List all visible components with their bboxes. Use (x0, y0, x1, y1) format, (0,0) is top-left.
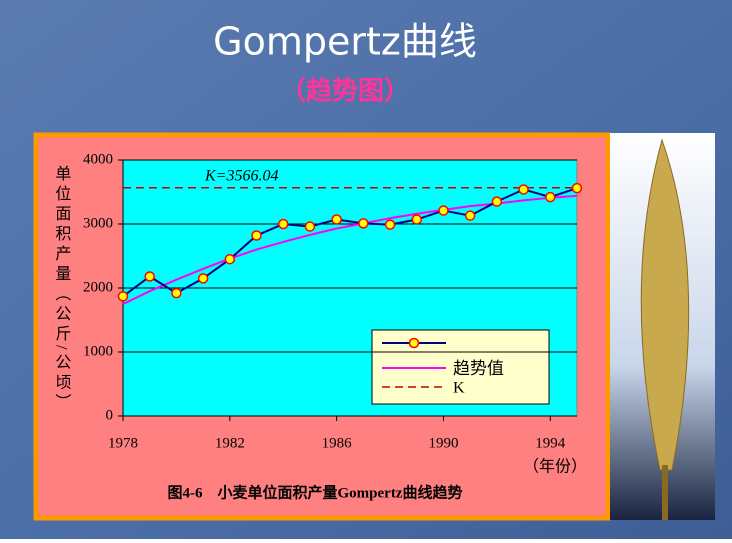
marker (464, 210, 476, 221)
marker (384, 219, 396, 230)
marker (518, 184, 529, 195)
marker (331, 214, 342, 225)
x-axis-label: （年份） (523, 458, 587, 476)
title: Gompertz曲线 (213, 20, 477, 64)
marker (545, 191, 556, 203)
marker (117, 291, 129, 302)
caption: 图4-6 小麦单位面积产量Gompertz曲线趋势 (168, 483, 463, 501)
marker (438, 205, 449, 216)
marker (224, 253, 236, 265)
marker (171, 287, 182, 299)
marker (358, 218, 369, 229)
x-tick-label: 1982 (215, 435, 245, 451)
subtitle: （趋势图） (280, 77, 410, 107)
y-tick-label: 3000 (83, 215, 113, 231)
marker (491, 196, 503, 207)
y-tick-label: 1000 (83, 343, 113, 359)
legend-marker (408, 337, 420, 349)
y-tick-label: 0 (106, 407, 114, 423)
marker (197, 273, 209, 284)
marker (411, 214, 423, 225)
y-axis-label: 单位面积产量（公斤/公顷） (52, 165, 71, 413)
x-tick-label: 1990 (428, 435, 458, 451)
y-tick-label: 2000 (83, 279, 113, 295)
marker (251, 230, 262, 241)
marker (277, 218, 289, 230)
legend-label: K (453, 380, 465, 397)
x-tick-label: 1986 (322, 435, 353, 451)
marker (571, 182, 583, 194)
x-tick-label: 1978 (108, 435, 138, 451)
x-tick-label: 1994 (535, 435, 566, 451)
wheat-image (610, 133, 715, 520)
marker (144, 271, 155, 282)
marker (304, 221, 316, 232)
legend-label: 趋势值 (453, 359, 504, 378)
annotation: K=3566.04 (204, 167, 278, 184)
y-tick-label: 4000 (83, 151, 113, 167)
